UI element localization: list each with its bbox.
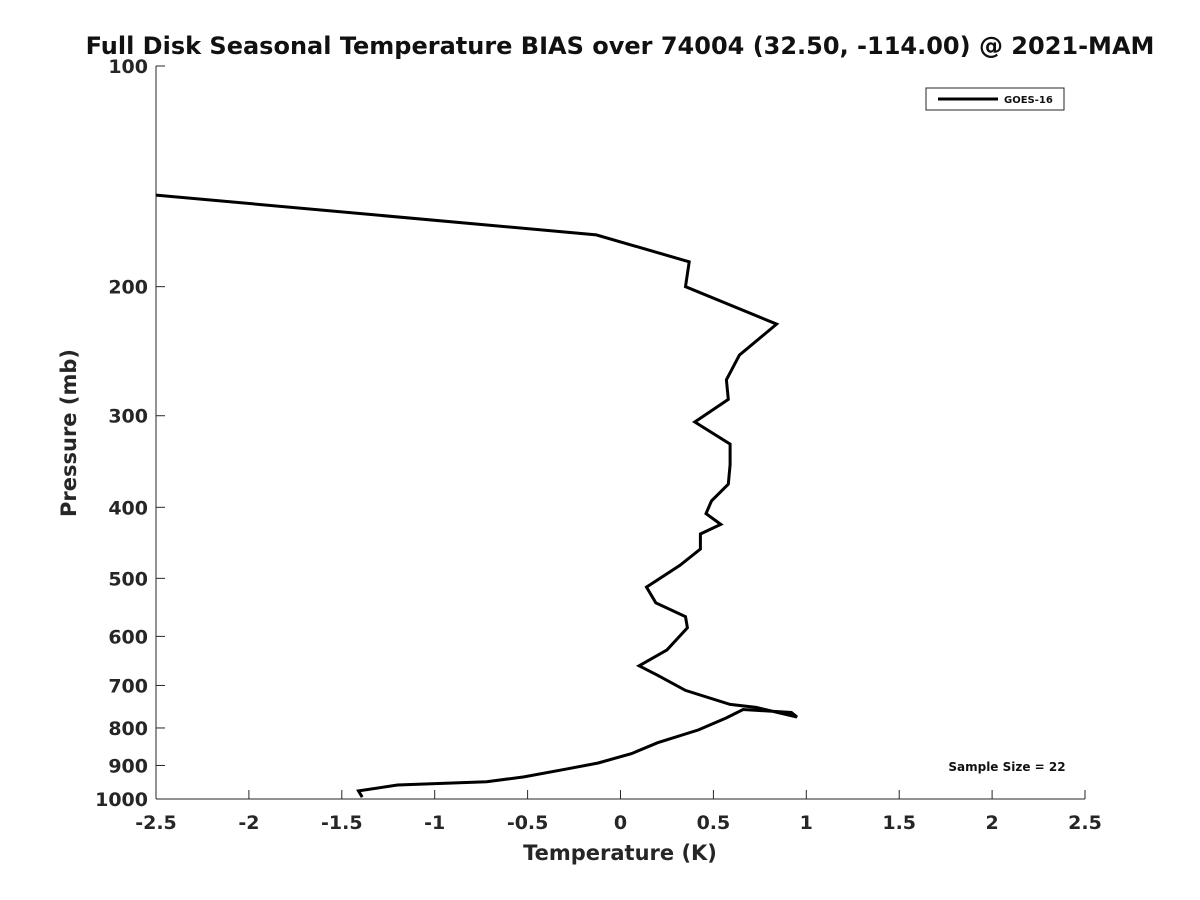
x-tick-label: -2.5 <box>135 812 177 834</box>
series-layer <box>155 193 798 798</box>
x-tick-label: -1 <box>424 812 445 834</box>
x-ticks: -2.5 -2 -1.5 -1 -0.5 0 0.5 1 1.5 2 2.5 <box>135 790 1102 834</box>
y-ticks: 100 200 300 400 500 600 700 800 900 1000 <box>95 56 165 811</box>
series-line-goes-16 <box>155 193 798 798</box>
legend-label-goes-16: GOES-16 <box>1004 95 1053 106</box>
x-tick-label: -1.5 <box>321 812 363 834</box>
y-axis-label: Pressure (mb) <box>57 349 81 517</box>
x-tick-label: 2 <box>985 812 998 834</box>
y-tick-label: 100 <box>108 56 148 78</box>
sample-size-annotation: Sample Size = 22 <box>948 760 1065 774</box>
x-axis-label: Temperature (K) <box>523 841 717 865</box>
chart-title: Full Disk Seasonal Temperature BIAS over… <box>86 32 1155 60</box>
y-tick-label: 900 <box>108 755 148 777</box>
y-tick-label: 1000 <box>95 789 148 811</box>
x-tick-label: -2 <box>238 812 259 834</box>
x-tick-label: 0.5 <box>697 812 731 834</box>
y-tick-label: 700 <box>108 675 148 697</box>
x-tick-label: -0.5 <box>507 812 549 834</box>
y-tick-label: 400 <box>108 497 148 519</box>
x-tick-label: 2.5 <box>1068 812 1102 834</box>
legend: GOES-16 <box>925 87 1065 111</box>
y-tick-label: 600 <box>108 626 148 648</box>
y-tick-label: 200 <box>108 277 148 299</box>
x-tick-label: 1 <box>800 812 813 834</box>
y-tick-label: 800 <box>108 718 148 740</box>
plot-area <box>155 66 1085 800</box>
y-tick-label: 500 <box>108 568 148 590</box>
y-tick-label: 300 <box>108 406 148 428</box>
x-tick-label: 0 <box>614 812 627 834</box>
x-tick-label: 1.5 <box>882 812 916 834</box>
